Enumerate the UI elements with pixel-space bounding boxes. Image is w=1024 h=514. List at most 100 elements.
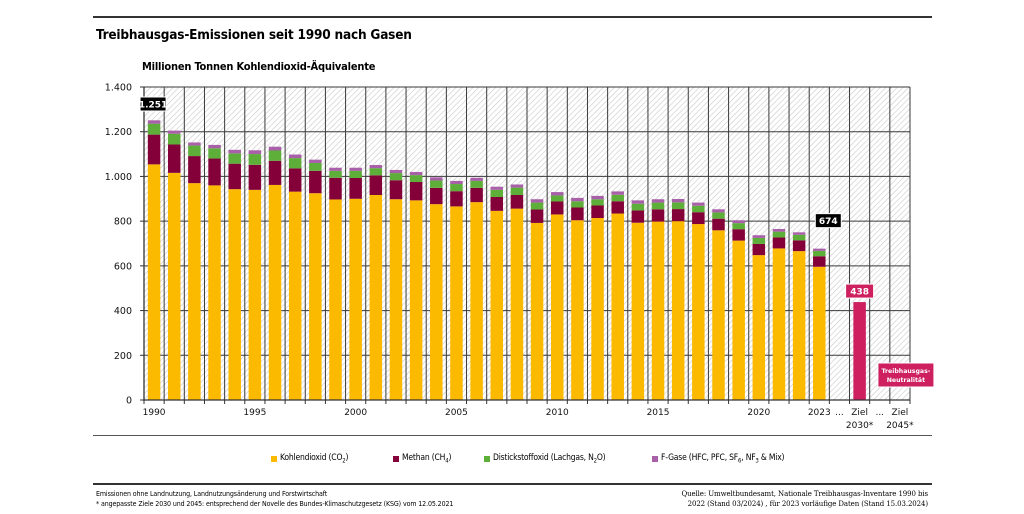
y-tick-label: 600 <box>114 261 132 272</box>
bar-segment-fgas <box>450 180 463 185</box>
x-tick-label: 2000 <box>344 408 367 418</box>
bar-segment-ch4 <box>651 209 665 222</box>
bar-segment-n2o <box>530 202 544 210</box>
footnote-source: Quelle: Umweltbundesamt, Nationale Treib… <box>681 489 928 509</box>
bar-segment-co2 <box>772 248 786 400</box>
bar-segment-n2o <box>248 154 262 165</box>
neutrality-label-line1: Treibhausgas- <box>881 368 930 375</box>
bar-segment-ch4 <box>288 168 302 192</box>
x-tick-label: ... <box>835 408 844 418</box>
bar-segment-fgas <box>329 167 342 171</box>
legend-item-ch4: Methan (CH4) <box>393 453 451 465</box>
footer-rule <box>93 483 932 485</box>
bar-segment-fgas <box>430 177 443 181</box>
bar-segment-ch4 <box>671 209 685 222</box>
bar-segment-co2 <box>188 183 201 400</box>
legend-swatch-ch4 <box>393 455 399 462</box>
bar-segment-ch4 <box>188 156 201 184</box>
bar-segment-n2o <box>631 203 645 211</box>
target-value-box <box>845 283 875 299</box>
bar-segment-n2o <box>349 170 362 178</box>
bar-segment-co2 <box>732 240 745 400</box>
legend-swatch-co2 <box>271 455 277 462</box>
legend-label-co2: Kohlendioxid (CO2) <box>280 453 349 465</box>
legend-label-fgas: F-Gase (HFC, PFC, SF6, NF3 & Mix) <box>661 453 785 465</box>
bar-segment-n2o <box>671 202 685 210</box>
bar-segment-co2 <box>692 224 705 400</box>
y-tick-label: 1.200 <box>105 127 132 138</box>
x-tick-label: Ziel <box>851 408 868 418</box>
x-tick-label: 2015 <box>647 408 670 418</box>
bar-segment-co2 <box>490 210 504 400</box>
chart-title: Treibhausgas-Emissionen seit 1990 nach G… <box>96 27 412 43</box>
bar-segment-fgas <box>792 232 806 235</box>
y-tick-label: 200 <box>114 351 132 362</box>
bar-segment-ch4 <box>167 144 181 173</box>
bar-segment-n2o <box>430 180 443 188</box>
bar-segment-co2 <box>167 172 181 400</box>
bar-segment-ch4 <box>228 163 241 190</box>
bar-segment-ch4 <box>248 164 262 190</box>
neutrality-box <box>877 362 935 388</box>
x-tick-label: 2023 <box>808 408 831 418</box>
bar-segment-ch4 <box>732 229 745 241</box>
bar-segment-co2 <box>530 222 544 400</box>
bar-segment-fgas <box>550 192 564 196</box>
bar-segment-co2 <box>228 189 241 400</box>
bar-segment-co2 <box>813 266 826 400</box>
bar-segment-co2 <box>329 199 342 400</box>
bar-segment-fgas <box>712 209 725 213</box>
bar-segment-n2o <box>692 205 705 213</box>
bars <box>147 120 866 400</box>
bar-segment-fgas <box>167 130 181 134</box>
x-tick-label: 1995 <box>243 408 266 418</box>
bar-segment-co2 <box>208 185 221 400</box>
bar-segment-fgas <box>309 159 322 164</box>
labels: 0 200 400 600 800 1.000 1.200 1.400 438 Treibhaus… <box>105 83 935 431</box>
bar-segment-n2o <box>651 202 665 210</box>
bar-segment-ch4 <box>792 240 806 252</box>
bar-segment-co2 <box>147 164 161 400</box>
bar-segment-n2o <box>712 212 725 219</box>
x-tick-label: Ziel <box>892 408 909 418</box>
value-callout-box <box>814 213 842 229</box>
bar-segment-fgas <box>813 248 826 251</box>
bar-segment-co2 <box>752 255 766 400</box>
bar-segment-ch4 <box>692 212 705 225</box>
x-tick-label-line2: 2030* <box>846 421 874 431</box>
x-tick-label: 1990 <box>143 408 166 418</box>
bar-segment-n2o <box>188 145 201 157</box>
bar-segment-fgas <box>490 186 504 190</box>
bar-segment-ch4 <box>208 158 221 186</box>
source-line-1: Quelle: Umweltbundesamt, Nationale Treib… <box>681 490 928 498</box>
bar-segment-n2o <box>389 173 403 181</box>
y-tick-label: 1.400 <box>105 83 132 94</box>
bar-segment-ch4 <box>571 207 584 221</box>
value-callout-label: 1.251 <box>139 101 167 111</box>
bar-segment-n2o <box>288 158 302 169</box>
bar-segment-fgas <box>571 197 584 202</box>
bar-segment-n2o <box>309 163 322 171</box>
chart: 0 200 400 600 800 1.000 1.200 1.400 438 Treibhaus… <box>105 83 935 431</box>
y-tick-label: 400 <box>114 306 132 317</box>
legend-label-n2o: Distickstoffoxid (Lachgas, N2O) <box>493 453 606 465</box>
bar-segment-co2 <box>268 184 282 400</box>
bar-segment-n2o <box>752 237 766 244</box>
bar-segment-fgas <box>288 154 302 159</box>
bar-segment-n2o <box>792 234 806 241</box>
grid <box>144 86 911 400</box>
y-tick-label: 800 <box>114 217 132 228</box>
bar-segment-fgas <box>591 195 604 200</box>
bar-segment-fgas <box>228 149 241 154</box>
bar-segment-n2o <box>228 153 241 164</box>
legend-item-n2o: Distickstoffoxid (Lachgas, N2O) <box>484 453 606 465</box>
bar-segment-fgas <box>147 120 161 124</box>
bar-segment-co2 <box>591 218 604 400</box>
bar-segment-co2 <box>571 220 584 400</box>
bar-segment-co2 <box>288 191 302 400</box>
unit-label: Millionen Tonnen Kohlendioxid-Äquivalent… <box>142 60 376 73</box>
legend-item-co2: Kohlendioxid (CO2) <box>271 453 348 465</box>
bar-segment-ch4 <box>772 237 786 249</box>
bar-segment-fgas <box>369 165 383 169</box>
bar-segment-co2 <box>712 230 725 400</box>
